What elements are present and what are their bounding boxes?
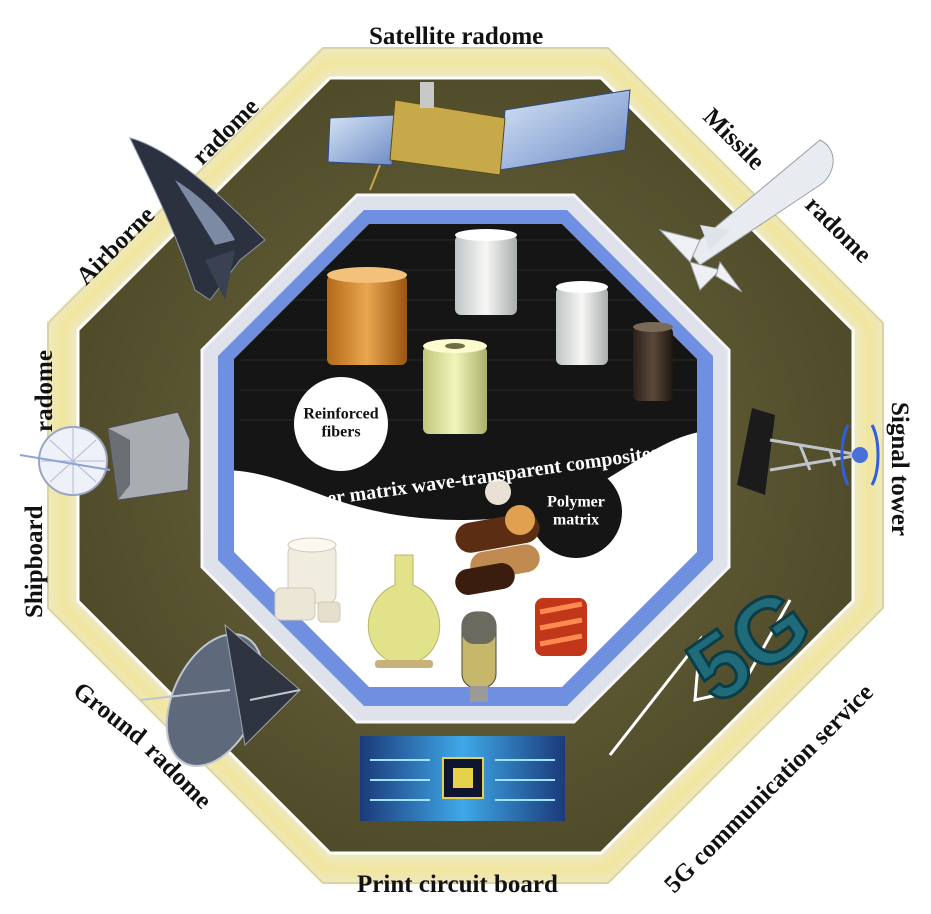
reinforced-fibers-label: Reinforced fibers <box>303 406 378 443</box>
polymer-matrix-circle <box>530 466 622 558</box>
polymer-label-line1: Polymer <box>547 493 605 511</box>
polymer-rod-bundle <box>455 479 540 595</box>
reinforced-label-line2: fibers <box>321 424 361 441</box>
polymer-matrix-label: Polymer matrix <box>547 494 605 531</box>
label-satellite-radome: Satellite radome <box>369 23 544 50</box>
dark-fiber-spool <box>633 322 673 401</box>
red-printed-part <box>535 598 587 656</box>
pcb-image <box>360 736 565 821</box>
outer-glow <box>57 57 874 874</box>
resin-vial <box>461 611 497 702</box>
label-signal-tower: Signal tower <box>886 402 913 537</box>
orange-fiber-spool <box>327 267 407 365</box>
signal-tower-image <box>737 408 880 495</box>
label-print-circuit-board: Print circuit board <box>357 871 558 898</box>
polymer-label-line2: matrix <box>552 512 600 529</box>
missile-image <box>658 139 834 293</box>
white-fiber-spool-small <box>556 281 608 365</box>
airborne-jet-image <box>129 137 266 301</box>
shipboard-radome-image <box>19 411 191 501</box>
yellow-powder-flask <box>367 554 441 668</box>
white-fiber-spool-large <box>455 229 517 315</box>
ceramic-parts <box>274 537 341 623</box>
reinforced-fibers-circle <box>294 377 388 471</box>
reinforced-label-line1: Reinforced <box>303 405 379 423</box>
satellite-image <box>327 82 631 191</box>
label-shipboard-radome: radome <box>31 350 58 432</box>
label-shipboard: Shipboard <box>21 505 48 618</box>
yellow-fiber-spool <box>423 339 487 434</box>
ground-radome-dish-image <box>139 623 301 767</box>
